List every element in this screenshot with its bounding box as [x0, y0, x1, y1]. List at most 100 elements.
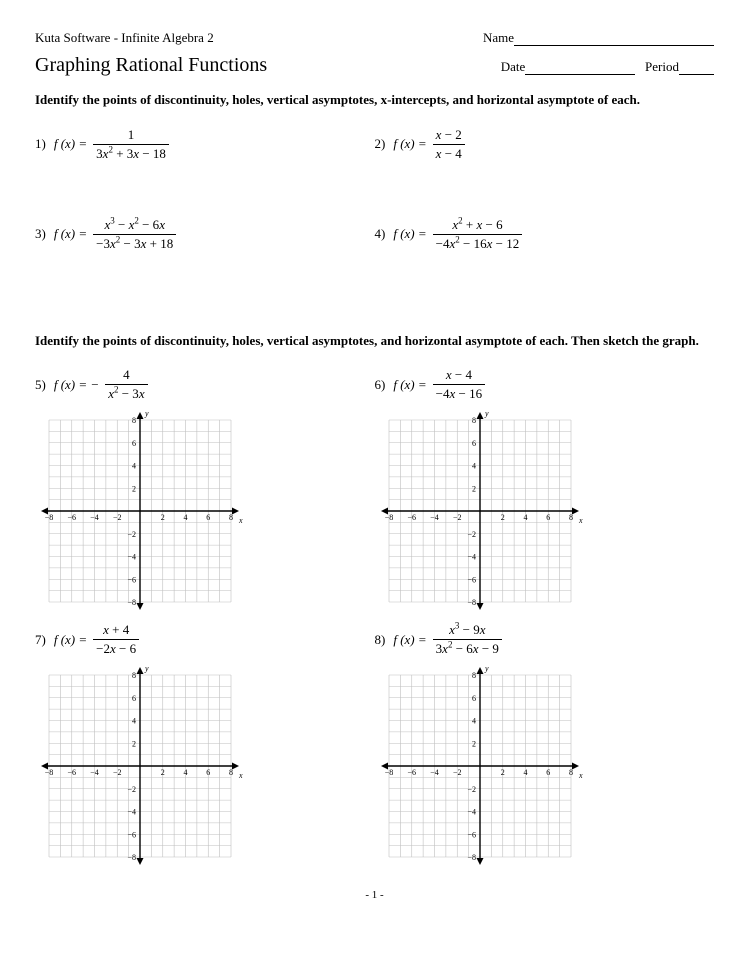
numerator: x3 − x2 − 6x [93, 217, 176, 235]
svg-text:y: y [144, 664, 149, 673]
svg-text:−6: −6 [127, 830, 136, 839]
graph-grid: −8−8−6−6−4−4−2−222446688xy [35, 406, 375, 616]
svg-text:−6: −6 [407, 768, 416, 777]
svg-text:y: y [484, 664, 489, 673]
graph-grid: −8−8−6−6−4−4−2−222446688xy [35, 661, 375, 871]
title-row: Graphing Rational Functions Date Period [35, 54, 714, 77]
svg-text:y: y [484, 409, 489, 418]
svg-text:4: 4 [132, 717, 136, 726]
svg-text:8: 8 [229, 768, 233, 777]
problem-8: 8) f (x) = x3 − 9x 3x2 − 6x − 9 −8 −8 −6 −6… [375, 622, 715, 871]
svg-text:6: 6 [206, 768, 210, 777]
svg-text:x: x [238, 516, 243, 525]
svg-text:4: 4 [472, 462, 476, 471]
problem-number: 8) [375, 632, 386, 648]
svg-text:−6: −6 [467, 575, 476, 584]
problem-number: 7) [35, 632, 46, 648]
name-label: Name [483, 30, 514, 45]
problems-row-1: 1) f (x) = 1 3x2 + 3x − 18 2) f (x) = x … [35, 127, 714, 162]
denominator: x − 4 [433, 145, 465, 162]
svg-text:6: 6 [546, 513, 550, 522]
numerator: 4 [105, 367, 147, 385]
svg-text:−6: −6 [67, 513, 76, 522]
svg-text:−2: −2 [127, 785, 136, 794]
worksheet-title: Graphing Rational Functions [35, 54, 267, 77]
svg-text:8: 8 [472, 671, 476, 680]
svg-text:2: 2 [500, 768, 504, 777]
svg-text:8: 8 [569, 513, 573, 522]
svg-text:−8: −8 [467, 853, 476, 862]
problem-1: 1) f (x) = 1 3x2 + 3x − 18 [35, 127, 375, 162]
denominator: −2x − 6 [93, 640, 139, 657]
graph-grid: −8−8−6−6−4−4−2−222446688xy [375, 661, 715, 871]
header-row: Kuta Software - Infinite Algebra 2 Name [35, 30, 714, 46]
svg-text:−8: −8 [384, 513, 393, 522]
svg-text:−4: −4 [90, 513, 99, 522]
svg-text:4: 4 [523, 513, 527, 522]
svg-text:2: 2 [472, 484, 476, 493]
numerator: x − 4 [433, 367, 485, 385]
svg-text:−6: −6 [127, 575, 136, 584]
svg-text:6: 6 [132, 439, 136, 448]
problem-lhs: f (x) = [54, 136, 87, 152]
fraction: x − 4 −4x − 16 [433, 367, 485, 402]
svg-text:y: y [144, 409, 149, 418]
denominator: −4x − 16 [433, 385, 485, 402]
date-label: Date [501, 59, 526, 74]
problem-lhs: f (x) = [393, 136, 426, 152]
denominator: 3x2 + 3x − 18 [93, 145, 169, 162]
fraction: x3 − x2 − 6x −3x2 − 3x + 18 [93, 217, 176, 252]
denominator: x2 − 3x [105, 385, 147, 402]
problem-number: 4) [375, 226, 386, 242]
problem-6: 6) f (x) = x − 4 −4x − 16 −8−8−6−6−4−4−2… [375, 367, 715, 616]
svg-text:−2: −2 [467, 530, 476, 539]
svg-text:−2: −2 [113, 768, 122, 777]
graph-section: 5) f (x) = − 4 x2 − 3x −8−8−6−6−4−4−2−22… [35, 367, 714, 871]
svg-text:−8: −8 [45, 768, 54, 777]
svg-text:−8: −8 [127, 598, 136, 607]
svg-text:x: x [578, 516, 583, 525]
problem-4: 4) f (x) = x2 + x − 6 −4x2 − 16x − 12 [375, 217, 715, 252]
svg-text:6: 6 [132, 694, 136, 703]
svg-text:−6: −6 [67, 768, 76, 777]
graph-row-1: 5) f (x) = − 4 x2 − 3x −8−8−6−6−4−4−2−22… [35, 367, 714, 616]
svg-text:−8: −8 [384, 768, 393, 777]
svg-text:2: 2 [472, 739, 476, 748]
svg-text:−4: −4 [127, 808, 136, 817]
svg-text:8: 8 [132, 671, 136, 680]
svg-text:−8: −8 [467, 598, 476, 607]
problem-lhs: f (x) = [54, 632, 87, 648]
svg-text:−4: −4 [430, 768, 439, 777]
problems-row-2: 3) f (x) = x3 − x2 − 6x −3x2 − 3x + 18 4… [35, 217, 714, 252]
svg-text:−4: −4 [430, 513, 439, 522]
svg-text:x: x [578, 771, 583, 780]
svg-text:−2: −2 [113, 513, 122, 522]
svg-text:6: 6 [206, 513, 210, 522]
denominator: 3x2 − 6x − 9 [433, 640, 502, 657]
svg-text:8: 8 [132, 416, 136, 425]
problem-7: 7) f (x) = x + 4 −2x − 6 −8−8−6−6−4−4−2−… [35, 622, 375, 871]
svg-text:2: 2 [500, 513, 504, 522]
svg-text:8: 8 [229, 513, 233, 522]
problem-lhs: f (x) = [393, 632, 426, 648]
graph-row-2: 7) f (x) = x + 4 −2x − 6 −8−8−6−6−4−4−2−… [35, 622, 714, 871]
svg-text:4: 4 [184, 768, 188, 777]
fraction: 4 x2 − 3x [105, 367, 147, 402]
svg-text:−6: −6 [467, 830, 476, 839]
svg-text:4: 4 [523, 768, 527, 777]
fraction: x + 4 −2x − 6 [93, 622, 139, 657]
problem-number: 2) [375, 136, 386, 152]
svg-text:−6: −6 [407, 513, 416, 522]
numerator: x2 + x − 6 [433, 217, 523, 235]
svg-text:6: 6 [546, 768, 550, 777]
svg-text:−4: −4 [127, 553, 136, 562]
problem-number: 1) [35, 136, 46, 152]
svg-text:−8: −8 [127, 853, 136, 862]
denominator: −3x2 − 3x + 18 [93, 235, 176, 252]
problem-lhs: f (x) = [54, 226, 87, 242]
fraction: x3 − 9x 3x2 − 6x − 9 [433, 622, 502, 657]
problem-3: 3) f (x) = x3 − x2 − 6x −3x2 − 3x + 18 [35, 217, 375, 252]
problem-number: 6) [375, 377, 386, 393]
name-field: Name [483, 30, 714, 46]
graph-grid: −8−8−6−6−4−4−2−222446688xy [375, 406, 715, 616]
